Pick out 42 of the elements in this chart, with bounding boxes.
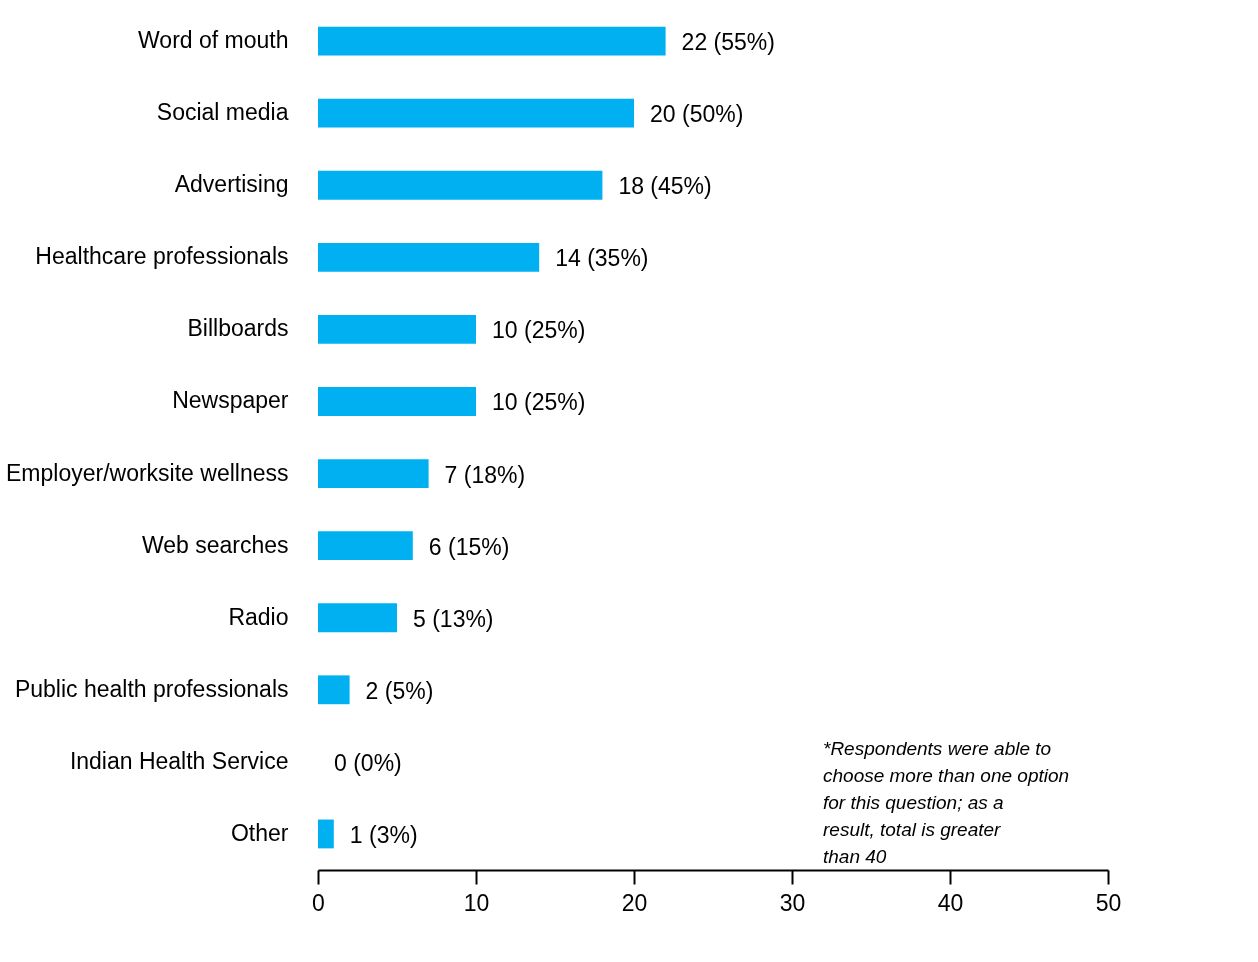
y-tick-label: Newspaper bbox=[172, 387, 289, 414]
annotation: *Respondents were able to choose more than one option for this question; as a result, total is greater than 40 bbox=[823, 738, 1070, 867]
bar bbox=[318, 819, 334, 849]
bar bbox=[318, 603, 397, 633]
y-tick-label: Public health professionals bbox=[14, 675, 289, 702]
y-tick-label: Billboards bbox=[187, 315, 289, 342]
bar bbox=[318, 314, 476, 344]
data-label: 14 (35%) bbox=[555, 245, 649, 272]
y-tick-label: Radio bbox=[228, 603, 289, 630]
y-tick-label: Advertising bbox=[174, 171, 289, 198]
x-tick-label: 40 bbox=[937, 889, 964, 916]
data-label: 10 (25%) bbox=[492, 317, 586, 344]
data-label: 0 (0%) bbox=[334, 749, 402, 776]
y-tick-label: Indian Health Service bbox=[69, 747, 289, 774]
y-tick-label: Healthcare professionals bbox=[35, 243, 289, 270]
data-label: 10 (25%) bbox=[492, 389, 586, 416]
bar bbox=[318, 531, 413, 561]
bar bbox=[318, 170, 603, 200]
data-label: 5 (13%) bbox=[413, 605, 494, 632]
y-tick-label: Employer/worksite wellness bbox=[6, 459, 289, 486]
data-label: 6 (15%) bbox=[428, 533, 510, 560]
y-tick-label: Web searches bbox=[141, 531, 289, 558]
data-label: 22 (55%) bbox=[681, 29, 775, 56]
x-tick-label: 30 bbox=[779, 889, 806, 916]
bar bbox=[318, 26, 666, 56]
bar bbox=[318, 98, 634, 128]
data-label: 2 (5%) bbox=[365, 677, 434, 704]
y-tick-label: Word of mouth bbox=[138, 27, 289, 54]
data-label: 1 (3%) bbox=[349, 821, 418, 848]
y-tick-label: Other bbox=[230, 819, 289, 846]
x-tick-label: 50 bbox=[1095, 889, 1122, 916]
bar bbox=[318, 387, 476, 416]
data-label: 7 (18%) bbox=[444, 461, 526, 488]
data-label: 20 (50%) bbox=[650, 101, 744, 128]
x-tick-label: 10 bbox=[463, 889, 490, 916]
bar bbox=[318, 242, 540, 272]
bar bbox=[318, 459, 429, 488]
bar bbox=[318, 675, 350, 705]
data-label: 18 (45%) bbox=[618, 173, 712, 200]
y-tick-label: Social media bbox=[156, 99, 289, 126]
x-tick-label: 0 bbox=[312, 889, 325, 916]
x-tick-label: 20 bbox=[621, 889, 648, 916]
